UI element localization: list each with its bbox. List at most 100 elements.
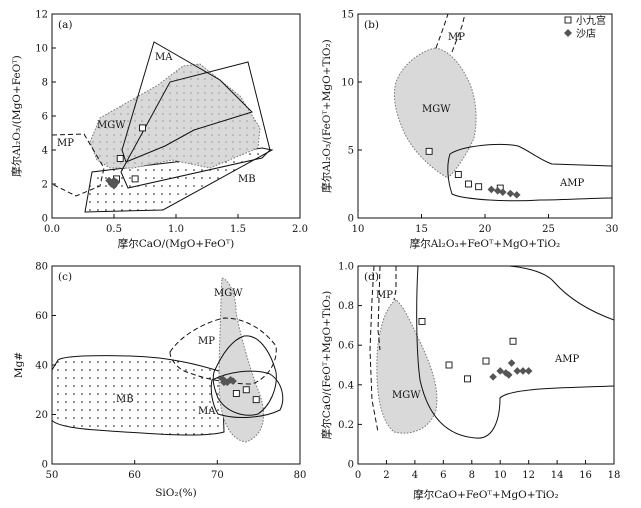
y-tick-label: 10 <box>35 44 48 55</box>
x-tick-label: 50 <box>46 470 59 481</box>
panel-b-ylabel: 摩尔Al₂O₃/(FeOᵀ+MgO+TiO₂) <box>320 39 333 193</box>
legend-open-square-symbol <box>564 16 572 24</box>
data-point-filled-diamond <box>506 189 515 198</box>
data-point-filled-diamond <box>218 374 227 383</box>
data-point-open-square <box>131 175 139 183</box>
y-tick-label: 0.4 <box>338 380 354 391</box>
y-tick-label: 6 <box>42 112 48 123</box>
region-label-mp-a: MP <box>57 138 74 149</box>
x-tick-label: 0.5 <box>106 224 122 235</box>
x-tick-label: 15 <box>415 224 428 235</box>
x-tick-label: 1.0 <box>168 224 184 235</box>
region-label-amp-d: AMP <box>554 354 579 365</box>
data-point-filled-diamond <box>110 181 118 190</box>
x-tick-label: 25 <box>542 224 555 235</box>
y-tick-label: 0 <box>42 214 48 225</box>
mgw-field-c <box>218 277 264 443</box>
ma-field <box>121 41 253 163</box>
panel-a-marks <box>105 124 146 190</box>
panel-d-frame <box>357 265 615 465</box>
panel-b-label: (b) <box>364 19 379 31</box>
x-tick-label: 4 <box>412 470 418 481</box>
data-point-filled-diamond <box>519 367 527 375</box>
y-tick-label: 2 <box>42 180 48 191</box>
region-label-mp-d: MP <box>376 290 393 301</box>
panel-b-xlabel: 摩尔Al₂O₃+FeOᵀ+MgO+TiO₂ <box>410 237 561 250</box>
data-point-open-square <box>454 171 462 178</box>
y-tick-label: 12 <box>35 10 48 21</box>
data-point-open-square <box>464 375 471 383</box>
mp-field-b <box>435 14 449 49</box>
panel-d-ticks: 0 2 4 6 8 10 12 14 16 18 0 0.2 0.4 0.6 0.8 1.0 <box>338 262 620 482</box>
mp-field-c <box>169 317 277 385</box>
y-tick-label: 0.6 <box>338 341 354 352</box>
panel-a-xlabel: 摩尔CaO/(MgO+FeOᵀ) <box>118 237 234 250</box>
data-point-filled-diamond <box>487 185 496 194</box>
panel-a-ticks: 0.0 0.5 1.0 1.5 2.0 0 2 4 6 8 10 12 <box>35 10 308 236</box>
mp-field-d-left <box>369 266 379 433</box>
amp-field-d <box>416 266 614 439</box>
x-tick-label: 1.5 <box>230 224 246 235</box>
panel-a-label: (a) <box>58 19 72 31</box>
x-tick-label: 16 <box>579 470 592 481</box>
x-tick-label: 12 <box>522 470 535 481</box>
region-label-mb-c: MB <box>116 394 134 405</box>
x-tick-label: 8 <box>469 470 475 481</box>
data-point-filled-diamond <box>496 367 505 375</box>
x-tick-label: 0 <box>355 470 361 481</box>
data-point-filled-diamond <box>493 187 502 195</box>
region-label-mgw-c: MGW <box>214 288 243 299</box>
data-point-open-square <box>116 155 124 162</box>
data-point-open-square <box>139 124 146 132</box>
x-tick-label: 2 <box>383 470 389 481</box>
mgw-field <box>89 63 261 169</box>
region-label-amp-b: AMP <box>559 178 584 189</box>
y-tick-label: 60 <box>35 311 48 322</box>
panel-a-regions <box>52 41 274 213</box>
x-tick-label: 10 <box>352 224 365 235</box>
panel-b-regions <box>393 14 612 202</box>
legend-label-xiaojiugong: 小九宫 <box>576 14 606 27</box>
y-tick-label: 8 <box>42 78 48 89</box>
data-point-filled-diamond <box>498 188 507 196</box>
data-point-filled-diamond <box>112 178 121 187</box>
x-tick-label: 2.0 <box>292 224 308 235</box>
x-tick-label: 18 <box>608 470 621 481</box>
x-tick-label: 0.0 <box>44 224 60 235</box>
data-point-open-square <box>465 180 472 188</box>
data-point-filled-diamond <box>489 373 497 381</box>
x-tick-label: 70 <box>211 470 224 481</box>
y-tick-label: 4 <box>42 146 48 157</box>
region-label-mgw-b: MGW <box>422 104 451 115</box>
y-tick-label: 10 <box>341 78 354 89</box>
y-tick-label: 0.8 <box>338 301 354 312</box>
region-label-ma-c: MA <box>198 406 216 417</box>
panel-c-regions <box>52 277 284 443</box>
panel-b-legend: 小九宫 沙店 <box>564 14 606 40</box>
panel-b: (b) MP MGW AMP 小九宫 沙店 10 15 20 25 30 0 5 10 15 摩… <box>320 10 618 251</box>
panel-d-marks <box>418 317 533 383</box>
mb-field <box>84 147 274 213</box>
panel-d-regions <box>369 266 614 439</box>
panel-b-marks <box>425 147 521 199</box>
data-point-filled-diamond <box>507 359 516 367</box>
panel-c-marks <box>218 374 260 404</box>
amp-field-a <box>120 61 271 189</box>
region-label-mgw-d: MGW <box>392 390 421 401</box>
panel-a: (a) MA MGW MP MB 0.0 0.5 1.0 1.5 2.0 0 2 4 6 8 10 1… <box>10 10 308 251</box>
panel-c: (c) MGW MP MB MA 50 60 70 80 0 20 40 60 80 SiO₂(… <box>13 262 306 500</box>
y-tick-label: 1.0 <box>338 262 354 273</box>
data-point-open-square <box>252 396 260 404</box>
panel-c-xlabel: SiO₂(%) <box>155 487 197 499</box>
mp-field-a <box>52 133 105 197</box>
data-point-open-square <box>418 317 426 325</box>
region-label-mb: MB <box>238 174 256 185</box>
y-tick-label: 0 <box>348 460 354 471</box>
data-point-filled-diamond <box>512 191 521 199</box>
panel-a-ylabel: 摩尔Al₂O₃/(MgO+FeOᵀ) <box>10 55 23 177</box>
region-label-mp-b: MP <box>448 32 465 43</box>
mp-field-b-right <box>451 14 466 53</box>
mgw-field-d <box>376 299 438 434</box>
x-tick-label: 30 <box>606 224 619 235</box>
